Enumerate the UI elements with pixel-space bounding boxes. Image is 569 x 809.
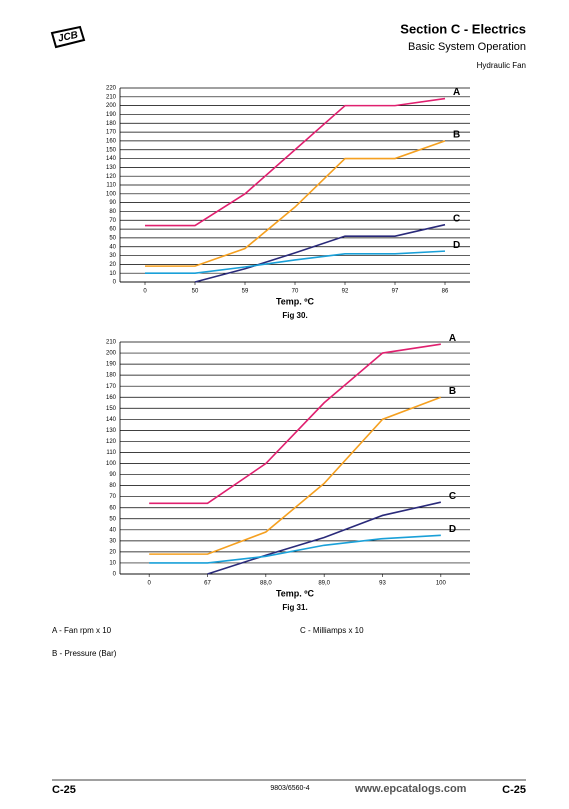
series-label: D: [453, 240, 460, 251]
y-tick-label: 200: [106, 103, 117, 109]
x-tick-label: 50: [192, 289, 199, 295]
y-tick-label: 70: [109, 218, 116, 224]
series-line: [145, 140, 446, 267]
logo-badge: [50, 25, 86, 49]
y-tick-label: 150: [106, 147, 117, 153]
x-tick-label: 100: [436, 581, 447, 587]
y-tick-label: 210: [106, 340, 117, 346]
logo: JCB: [50, 25, 86, 49]
series-label: D: [449, 524, 456, 535]
y-tick-label: 160: [106, 395, 117, 401]
y-tick-label: 10: [109, 271, 116, 277]
x-tick-label: 89,0: [318, 581, 330, 587]
y-tick-label: 100: [106, 461, 117, 467]
x-tick-label: 0: [143, 289, 147, 295]
y-tick-label: 140: [106, 417, 117, 423]
y-tick-label: 90: [109, 200, 116, 206]
x-tick-label: 93: [379, 581, 386, 587]
x-tick-label: 88,0: [260, 581, 272, 587]
y-tick-label: 60: [109, 505, 116, 511]
y-tick-label: 110: [106, 450, 116, 456]
series-line: [149, 396, 442, 555]
x-tick-label: 97: [392, 289, 399, 295]
x-tick-label: 86: [442, 289, 449, 295]
y-tick-label: 40: [109, 527, 116, 533]
y-tick-label: 20: [109, 262, 116, 268]
y-tick-label: 100: [106, 191, 117, 197]
y-tick-label: 120: [106, 439, 117, 445]
series-line: [194, 223, 446, 283]
y-tick-label: 50: [109, 516, 116, 522]
x-tick-label: 59: [242, 289, 249, 295]
y-tick-label: 0: [113, 572, 117, 578]
series-line: [207, 501, 442, 575]
y-tick-label: 120: [106, 174, 117, 180]
figure-caption: Fig 30.: [282, 311, 307, 320]
y-tick-label: 40: [109, 244, 116, 250]
y-tick-label: 210: [106, 94, 117, 100]
y-tick-label: 190: [106, 112, 117, 118]
y-tick-label: 110: [106, 183, 116, 189]
y-tick-label: 20: [109, 549, 116, 555]
x-tick-label: 67: [204, 581, 211, 587]
note: B - Pressure (Bar): [52, 649, 117, 658]
subsection-title: Basic System Operation: [408, 41, 526, 53]
x-axis-label: Temp. ºC: [276, 588, 315, 598]
page-number: C-25: [52, 784, 76, 796]
y-tick-label: 80: [109, 483, 116, 489]
y-tick-label: 200: [106, 351, 117, 357]
series-line: [145, 250, 446, 274]
y-tick-label: 130: [106, 165, 117, 171]
note: A - Fan rpm x 10: [52, 626, 112, 635]
figure-caption: Fig 31.: [282, 603, 307, 612]
y-tick-label: 50: [109, 235, 116, 241]
y-tick-label: 70: [109, 494, 116, 500]
series-line: [145, 97, 446, 227]
y-tick-label: 130: [106, 428, 117, 434]
x-tick-label: 92: [342, 289, 349, 295]
doc-number: 9803/6560-4: [270, 785, 309, 792]
series-label: B: [449, 386, 456, 397]
y-tick-label: 80: [109, 209, 116, 215]
series-label: A: [449, 333, 456, 344]
watermark: www.epcatalogs.com: [354, 783, 467, 795]
series-label: C: [453, 213, 460, 224]
y-tick-label: 190: [106, 362, 117, 368]
y-tick-label: 30: [109, 253, 116, 259]
topic: Hydraulic Fan: [477, 61, 526, 70]
y-tick-label: 140: [106, 156, 117, 162]
page-number: C-25: [502, 784, 526, 796]
y-tick-label: 170: [106, 384, 117, 390]
y-tick-label: 160: [106, 138, 117, 144]
y-tick-label: 180: [106, 373, 117, 379]
y-tick-label: 90: [109, 472, 116, 478]
section-title: Section C - Electrics: [400, 21, 526, 36]
y-tick-label: 170: [106, 130, 117, 136]
logo-text: JCB: [57, 30, 79, 45]
note: C - Milliamps x 10: [300, 626, 364, 635]
y-tick-label: 0: [113, 280, 117, 286]
x-axis-label: Temp. ºC: [276, 296, 315, 306]
y-tick-label: 180: [106, 121, 117, 127]
series-line: [149, 343, 441, 505]
series-line: [149, 534, 441, 564]
y-tick-label: 220: [106, 86, 117, 92]
x-tick-label: 70: [292, 289, 299, 295]
series-label: A: [453, 87, 460, 98]
y-tick-label: 10: [109, 561, 116, 567]
x-tick-label: 0: [147, 581, 151, 587]
series-label: C: [449, 491, 456, 502]
y-tick-label: 60: [109, 227, 116, 233]
y-tick-label: 30: [109, 538, 116, 544]
y-tick-label: 150: [106, 406, 117, 412]
series-label: B: [453, 130, 460, 141]
